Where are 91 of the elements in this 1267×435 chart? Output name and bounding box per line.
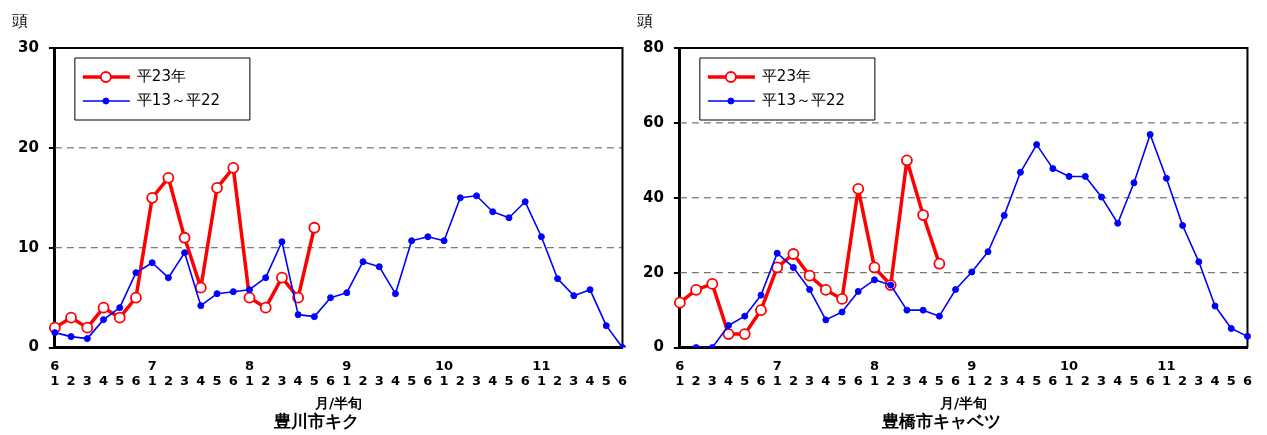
x-tick-label: 2: [788, 373, 798, 389]
x-tick-label: 3: [180, 373, 190, 389]
x-tick-label: 3: [82, 373, 92, 389]
x-tick-label: 4: [1015, 373, 1025, 389]
x-tick-label: 6: [228, 373, 238, 389]
x-axis-title: 月/半旬: [939, 394, 988, 411]
x-tick-label: 5: [504, 373, 514, 389]
x-tick-label: 7 1: [147, 357, 157, 389]
x-tick-label: 5: [1226, 373, 1236, 389]
x-tick-label: 6: [1242, 373, 1252, 389]
legend-label: 平23年: [136, 66, 186, 85]
x-tick-label: 5: [407, 373, 417, 389]
x-tick-label: 6: [756, 373, 766, 389]
x-tick-label: 2: [66, 373, 76, 389]
legend-label: 平13～平22: [761, 90, 846, 109]
x-tick-label: 11 1: [1157, 357, 1176, 389]
x-tick-label: 5: [740, 373, 750, 389]
x-tick-label: 4: [390, 373, 400, 389]
y-axis-title: 頭: [637, 11, 653, 31]
x-tick-label: 3: [999, 373, 1009, 389]
text: 豊川市キク: [273, 411, 359, 432]
x-tick-label: 5: [934, 373, 944, 389]
x-tick-label: 4: [1210, 373, 1220, 389]
x-tick-label: 4: [99, 373, 109, 389]
x-tick-label: 10 1: [435, 357, 454, 389]
x-tick-label: 3: [472, 373, 482, 389]
y-tick-label: 40: [643, 187, 664, 206]
x-tick-label: 3: [374, 373, 384, 389]
x-tick-label: 5: [1129, 373, 1139, 389]
x-tick-label: 6: [853, 373, 863, 389]
x-tick-label: 6: [423, 373, 433, 389]
x-tick-label: 2: [261, 373, 271, 389]
x-tick-label: 6 1: [50, 357, 60, 389]
x-tick-label: 6: [951, 373, 961, 389]
y-tick-label: 0: [653, 337, 664, 356]
y-tick-label: 30: [18, 37, 39, 56]
x-tick-label: 4: [293, 373, 303, 389]
x-tick-label: 9 1: [342, 357, 352, 389]
x-tick-label: 6: [326, 373, 336, 389]
x-tick-label: 5: [115, 373, 125, 389]
x-tick-label: 6: [1145, 373, 1155, 389]
x-tick-label: 6: [1048, 373, 1058, 389]
x-tick-label: 3: [1194, 373, 1204, 389]
x-tick-label: 9 1: [967, 357, 977, 389]
x-tick-label: 11 1: [532, 357, 551, 389]
x-tick-label: 3: [902, 373, 912, 389]
x-tick-label: 2: [455, 373, 465, 389]
x-tick-label: 5: [601, 373, 611, 389]
x-tick-label: 10 1: [1060, 357, 1079, 389]
x-tick-label: 2: [886, 373, 896, 389]
x-tick-label: 2: [691, 373, 701, 389]
x-tick-label: 2: [358, 373, 368, 389]
x-tick-label: 6: [617, 373, 627, 389]
x-tick-label: 4: [585, 373, 595, 389]
x-axis-title: 月/半旬: [314, 394, 363, 411]
x-tick-label: 2: [1080, 373, 1090, 389]
x-tick-label: 3: [805, 373, 815, 389]
x-tick-label: 4: [488, 373, 498, 389]
x-tick-label: 5: [1032, 373, 1042, 389]
x-tick-label: 5: [837, 373, 847, 389]
x-tick-label: 2: [163, 373, 173, 389]
x-tick-label: 4: [821, 373, 831, 389]
y-axis-title: 頭: [12, 11, 28, 31]
y-tick-label: 80: [643, 37, 664, 56]
legend-label: 平23年: [761, 66, 811, 85]
x-tick-label: 2: [553, 373, 563, 389]
text: 豊橋市キャベツ: [881, 411, 1001, 432]
y-tick-label: 0: [28, 337, 39, 356]
x-tick-label: 2: [1178, 373, 1188, 389]
x-tick-label: 5: [212, 373, 222, 389]
x-tick-label: 3: [569, 373, 579, 389]
x-tick-label: 5: [309, 373, 319, 389]
legend-label: 平13～平22: [136, 90, 221, 109]
x-tick-label: 7 1: [772, 357, 782, 389]
x-tick-label: 4: [918, 373, 928, 389]
x-tick-label: 6: [520, 373, 530, 389]
x-tick-label: 8 1: [244, 357, 254, 389]
x-tick-label: 3: [707, 373, 717, 389]
y-tick-label: 20: [18, 137, 39, 156]
y-tick-label: 20: [643, 262, 664, 281]
x-tick-label: 6: [131, 373, 141, 389]
x-tick-label: 3: [1097, 373, 1107, 389]
x-tick-label: 2: [983, 373, 993, 389]
x-tick-label: 4: [196, 373, 206, 389]
y-tick-label: 60: [643, 112, 664, 131]
x-tick-label: 3: [277, 373, 287, 389]
x-tick-label: 4: [1113, 373, 1123, 389]
x-tick-label: 8 1: [869, 357, 879, 389]
x-tick-label: 4: [724, 373, 734, 389]
y-tick-label: 10: [18, 237, 39, 256]
x-tick-label: 6 1: [675, 357, 685, 389]
